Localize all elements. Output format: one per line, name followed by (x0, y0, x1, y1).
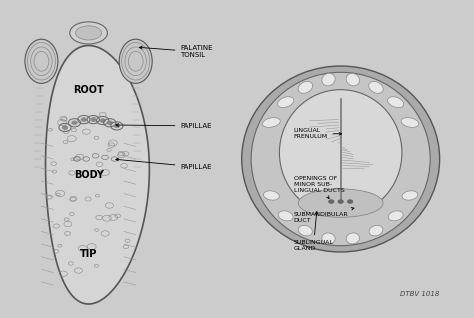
Ellipse shape (346, 233, 359, 244)
Ellipse shape (322, 73, 335, 86)
Circle shape (348, 200, 353, 203)
Ellipse shape (70, 22, 108, 44)
Ellipse shape (76, 26, 101, 40)
Text: PALATINE
TONSIL: PALATINE TONSIL (139, 45, 213, 58)
Circle shape (338, 200, 343, 203)
Ellipse shape (322, 233, 335, 244)
Circle shape (107, 121, 113, 125)
Text: TIP: TIP (80, 249, 97, 259)
Text: ROOT: ROOT (73, 85, 104, 95)
Circle shape (100, 119, 106, 122)
Polygon shape (46, 45, 149, 304)
Ellipse shape (388, 211, 403, 221)
Circle shape (81, 118, 87, 121)
Text: SUBLINGUAL
GLAND: SUBLINGUAL GLAND (293, 211, 333, 251)
Ellipse shape (299, 225, 312, 236)
Text: PAPILLAE: PAPILLAE (116, 158, 212, 170)
Ellipse shape (278, 97, 294, 107)
Text: BODY: BODY (73, 170, 103, 180)
Circle shape (329, 200, 334, 203)
Text: LINGUAL
FRENULUM: LINGUAL FRENULUM (293, 128, 342, 139)
Ellipse shape (279, 90, 402, 216)
Ellipse shape (401, 118, 419, 128)
Circle shape (91, 118, 96, 121)
Text: OPENINGS OF
MINOR SUB-
LINGUAL DUCTS: OPENINGS OF MINOR SUB- LINGUAL DUCTS (293, 176, 344, 198)
Ellipse shape (298, 189, 383, 217)
Ellipse shape (263, 118, 280, 128)
Ellipse shape (388, 97, 404, 107)
Ellipse shape (298, 81, 313, 93)
Circle shape (72, 121, 77, 125)
Ellipse shape (25, 39, 58, 83)
Circle shape (62, 126, 68, 129)
Ellipse shape (264, 191, 279, 200)
Ellipse shape (242, 66, 439, 252)
Circle shape (114, 124, 119, 128)
Ellipse shape (251, 72, 430, 246)
Text: PAPILLAE: PAPILLAE (116, 123, 212, 129)
Ellipse shape (369, 225, 383, 236)
Text: SUBMANDIBULAR
DUCT: SUBMANDIBULAR DUCT (293, 208, 354, 223)
Ellipse shape (402, 191, 418, 200)
Ellipse shape (119, 39, 152, 83)
Ellipse shape (278, 211, 293, 221)
Ellipse shape (369, 81, 383, 93)
Text: DTBV 1018: DTBV 1018 (400, 291, 439, 297)
Ellipse shape (346, 73, 359, 86)
